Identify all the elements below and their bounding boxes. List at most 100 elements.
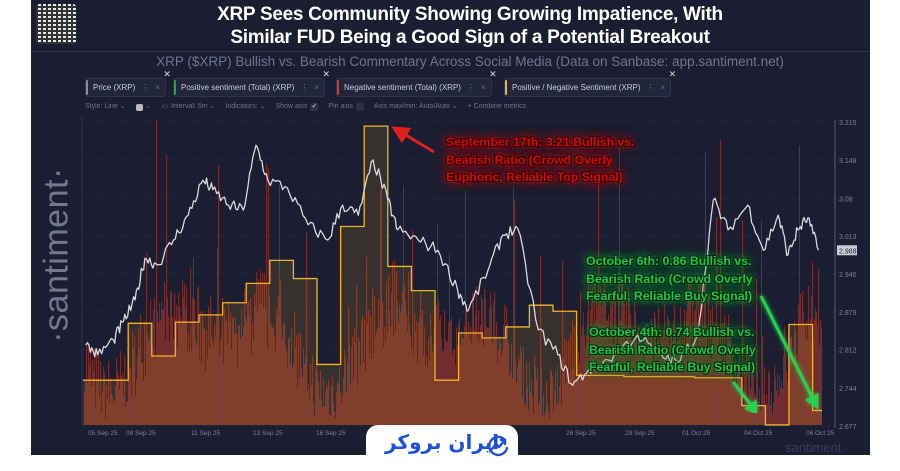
chevron-down-icon: ⌄: [145, 103, 152, 110]
negative-sentiment-bar: [370, 315, 372, 425]
positive-sentiment-bar: [115, 386, 116, 425]
ratio-step-fill: [293, 278, 317, 425]
negative-sentiment-bar: [542, 415, 544, 425]
negative-sentiment-bar: [392, 261, 394, 425]
negative-sentiment-bar: [548, 410, 550, 425]
more-icon[interactable]: ⋮: [141, 83, 150, 92]
negative-sentiment-bar: [160, 320, 162, 425]
ratio-step-fill: [576, 375, 601, 425]
negative-sentiment-bar: [436, 305, 438, 425]
ratio-step-fill: [128, 323, 152, 425]
negative-sentiment-bar: [772, 413, 774, 425]
negative-sentiment-bar: [578, 352, 580, 425]
positive-sentiment-bar: [539, 402, 540, 425]
positive-sentiment-bar: [217, 247, 218, 425]
pin-axis-checkbox[interactable]: [355, 103, 364, 111]
more-icon[interactable]: ⋮: [646, 83, 655, 92]
ratio-step-fill: [246, 283, 270, 425]
negative-sentiment-bar: [664, 304, 666, 425]
negative-sentiment-bar: [328, 380, 330, 425]
negative-sentiment-bar: [196, 344, 198, 425]
positive-sentiment-bar: [637, 351, 638, 425]
negative-sentiment-bar: [200, 311, 202, 425]
remove-icon[interactable]: ✕: [322, 69, 331, 79]
close-icon[interactable]: ×: [660, 83, 666, 92]
positive-sentiment-bar: [669, 361, 670, 425]
color-dropdown[interactable]: ⌄: [135, 101, 152, 113]
negative-sentiment-bar: [424, 326, 426, 425]
negative-sentiment-bar: [296, 335, 298, 425]
positive-sentiment-bar: [577, 337, 578, 425]
positive-sentiment-bar: [309, 400, 310, 425]
negative-sentiment-bar: [790, 338, 792, 425]
date-tick-label: 29 Sep 25: [625, 430, 655, 437]
positive-sentiment-bar: [721, 361, 722, 425]
positive-sentiment-bar: [169, 341, 170, 425]
tab-positive-sentiment[interactable]: Positive sentiment (Total) (XRP) ⋮ × ✕: [173, 69, 330, 97]
positive-sentiment-bar: [135, 396, 136, 425]
positive-sentiment-bar: [157, 312, 158, 425]
negative-sentiment-bar: [482, 299, 484, 425]
negative-sentiment-bar: [94, 347, 96, 425]
positive-sentiment-bar: [629, 301, 630, 425]
positive-sentiment-bar: [383, 346, 384, 425]
tab-price[interactable]: Price (XRP) ⋮ × ✕: [85, 69, 171, 97]
positive-sentiment-bar: [211, 335, 212, 425]
remove-icon[interactable]: ✕: [668, 69, 677, 79]
show-axis-toggle[interactable]: Show axis ✓: [276, 101, 319, 113]
positive-sentiment-bar: [225, 321, 226, 425]
positive-sentiment-bar: [651, 318, 652, 425]
indicators-dropdown[interactable]: Indicators: ⌄: [225, 103, 266, 110]
more-icon[interactable]: ⋮: [466, 83, 475, 92]
close-icon[interactable]: ×: [314, 83, 320, 92]
negative-sentiment-bar: [474, 329, 476, 425]
positive-sentiment-bar: [167, 297, 168, 425]
negative-sentiment-bar: [260, 269, 262, 425]
positive-sentiment-bar: [563, 358, 564, 425]
annotation-line: Fearful, Reliable Buy Signal): [586, 289, 753, 303]
remove-icon[interactable]: ✕: [163, 69, 171, 79]
positive-sentiment-bar: [133, 347, 134, 425]
style-dropdown[interactable]: Style: Line ⌄: [85, 103, 126, 110]
negative-sentiment-bar: [520, 345, 522, 425]
negative-sentiment-bar: [400, 312, 402, 425]
show-axis-checkbox[interactable]: ✓: [310, 103, 319, 111]
remove-icon[interactable]: ✕: [489, 69, 497, 79]
negative-sentiment-bar: [472, 292, 474, 425]
negative-sentiment-bar: [462, 337, 464, 425]
tab-sentiment-ratio[interactable]: Positive / Negative Sentiment (XRP) ⋮ × ✕: [504, 69, 676, 97]
positive-sentiment-bar: [199, 358, 200, 425]
date-axis-ticks: 05 Sep 25 08 Sep 25 11 Sep 25 13 Sep 25 16 S…: [88, 430, 835, 437]
negative-sentiment-bar: [330, 415, 332, 425]
negative-sentiment-bar: [202, 310, 204, 425]
close-icon[interactable]: ×: [480, 83, 486, 92]
positive-sentiment-bar: [811, 294, 812, 425]
trend-up-logo-icon: [488, 435, 509, 457]
combine-metrics-button[interactable]: + Combine metrics: [467, 103, 527, 110]
positive-sentiment-bar: [649, 346, 650, 425]
positive-sentiment-bar: [821, 328, 822, 425]
tab-negative-sentiment[interactable]: Negative sentiment (Total) (XRP) ⋮ × ✕: [336, 69, 497, 97]
pin-axis-toggle[interactable]: Pin axis: [328, 101, 364, 113]
negative-sentiment-bar: [340, 391, 342, 425]
positive-sentiment-bar: [587, 312, 588, 425]
negative-sentiment-bar: [214, 324, 216, 425]
negative-sentiment-bar: [84, 392, 86, 425]
positive-sentiment-bar: [301, 369, 302, 425]
more-icon[interactable]: ⋮: [300, 83, 309, 92]
positive-sentiment-bar: [87, 382, 88, 425]
positive-sentiment-bar: [417, 361, 418, 425]
negative-sentiment-bar: [610, 294, 612, 425]
negative-sentiment-bar: [650, 332, 652, 425]
positive-sentiment-bar: [313, 402, 314, 425]
negative-sentiment-bar: [414, 313, 416, 425]
positive-sentiment-bar: [99, 397, 100, 425]
negative-sentiment-bar: [410, 336, 412, 425]
positive-sentiment-bar: [343, 377, 344, 425]
axis-maxmin-dropdown[interactable]: Axis max/min: Auto/Auto ⌄: [373, 103, 458, 110]
negative-sentiment-bar: [360, 364, 362, 425]
interval-dropdown[interactable]: ▭ Interval: 5m ⌄: [161, 101, 215, 113]
price-series: [85, 144, 820, 386]
close-icon[interactable]: ×: [155, 83, 160, 92]
